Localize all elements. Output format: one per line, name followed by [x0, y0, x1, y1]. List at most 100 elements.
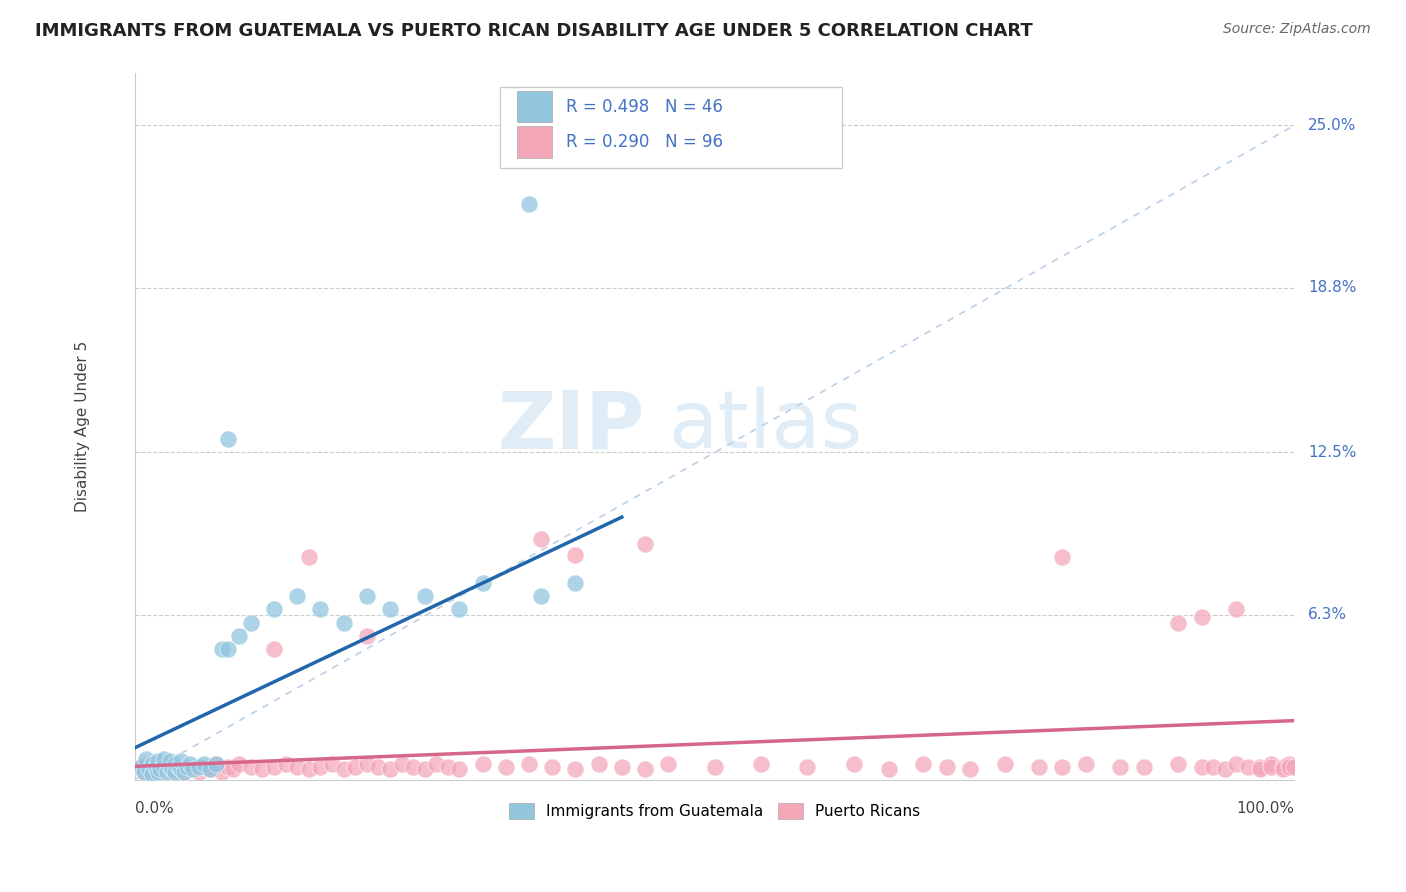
- Point: [564, 548, 586, 562]
- Point: [159, 754, 181, 768]
- Point: [1202, 759, 1225, 773]
- Point: [193, 756, 215, 771]
- Point: [141, 767, 163, 781]
- Point: [285, 759, 308, 773]
- Point: [170, 759, 193, 773]
- Point: [149, 762, 172, 776]
- Point: [217, 759, 239, 773]
- Point: [517, 197, 540, 211]
- Point: [1249, 759, 1271, 773]
- Point: [634, 762, 657, 776]
- Point: [263, 641, 285, 656]
- Point: [402, 759, 425, 773]
- Point: [263, 602, 285, 616]
- Point: [211, 641, 233, 656]
- Point: [217, 641, 239, 656]
- Point: [129, 759, 152, 773]
- Point: [138, 762, 160, 776]
- Point: [165, 756, 187, 771]
- Point: [471, 576, 494, 591]
- Point: [198, 762, 221, 776]
- Point: [1052, 759, 1074, 773]
- Point: [129, 759, 152, 773]
- Point: [217, 433, 239, 447]
- Point: [152, 759, 174, 773]
- Point: [425, 756, 447, 771]
- Point: [135, 752, 157, 766]
- Point: [135, 756, 157, 771]
- Point: [141, 756, 163, 771]
- Point: [149, 762, 172, 776]
- Text: ZIP: ZIP: [498, 387, 645, 466]
- Point: [205, 756, 228, 771]
- Point: [160, 764, 183, 779]
- Point: [252, 762, 274, 776]
- Point: [132, 764, 155, 779]
- Point: [152, 759, 174, 773]
- Point: [176, 759, 198, 773]
- Point: [170, 754, 193, 768]
- Point: [1278, 759, 1301, 773]
- Point: [274, 756, 297, 771]
- Point: [703, 759, 725, 773]
- Point: [146, 756, 169, 771]
- Point: [138, 762, 160, 776]
- Point: [1167, 615, 1189, 630]
- Point: [156, 762, 179, 776]
- Point: [159, 756, 181, 771]
- Point: [530, 532, 553, 546]
- Point: [413, 762, 436, 776]
- FancyBboxPatch shape: [517, 126, 553, 158]
- Point: [634, 537, 657, 551]
- Point: [378, 602, 401, 616]
- Point: [1271, 759, 1294, 773]
- Point: [170, 762, 193, 776]
- Point: [146, 764, 169, 779]
- Point: [205, 756, 228, 771]
- Point: [1271, 762, 1294, 776]
- Point: [228, 756, 250, 771]
- Point: [1225, 602, 1247, 616]
- Point: [935, 759, 957, 773]
- Point: [842, 756, 865, 771]
- Point: [170, 762, 193, 776]
- Point: [564, 762, 586, 776]
- Text: Source: ZipAtlas.com: Source: ZipAtlas.com: [1223, 22, 1371, 37]
- FancyBboxPatch shape: [517, 91, 553, 122]
- Point: [132, 764, 155, 779]
- Point: [187, 759, 209, 773]
- Point: [912, 756, 935, 771]
- Point: [1132, 759, 1154, 773]
- Point: [159, 759, 181, 773]
- Text: Disability Age Under 5: Disability Age Under 5: [75, 341, 90, 512]
- Point: [193, 759, 215, 773]
- Point: [332, 615, 354, 630]
- Point: [173, 764, 195, 779]
- Point: [657, 756, 679, 771]
- Point: [198, 762, 221, 776]
- Point: [530, 590, 553, 604]
- Point: [356, 756, 378, 771]
- Point: [160, 762, 183, 776]
- Point: [1109, 759, 1132, 773]
- Point: [321, 756, 343, 771]
- Text: 25.0%: 25.0%: [1309, 118, 1357, 133]
- Point: [167, 764, 190, 779]
- Point: [391, 756, 413, 771]
- Point: [1260, 756, 1282, 771]
- Point: [332, 762, 354, 776]
- Point: [344, 759, 367, 773]
- Text: 100.0%: 100.0%: [1236, 801, 1295, 816]
- Point: [495, 759, 517, 773]
- Point: [1237, 759, 1260, 773]
- Point: [239, 759, 262, 773]
- Point: [796, 759, 818, 773]
- Text: 12.5%: 12.5%: [1309, 445, 1357, 460]
- Point: [449, 602, 471, 616]
- Text: IMMIGRANTS FROM GUATEMALA VS PUERTO RICAN DISABILITY AGE UNDER 5 CORRELATION CHA: IMMIGRANTS FROM GUATEMALA VS PUERTO RICA…: [35, 22, 1033, 40]
- Text: R = 0.290   N = 96: R = 0.290 N = 96: [567, 133, 723, 151]
- Point: [179, 756, 201, 771]
- Point: [588, 756, 610, 771]
- Point: [173, 764, 195, 779]
- Point: [176, 762, 198, 776]
